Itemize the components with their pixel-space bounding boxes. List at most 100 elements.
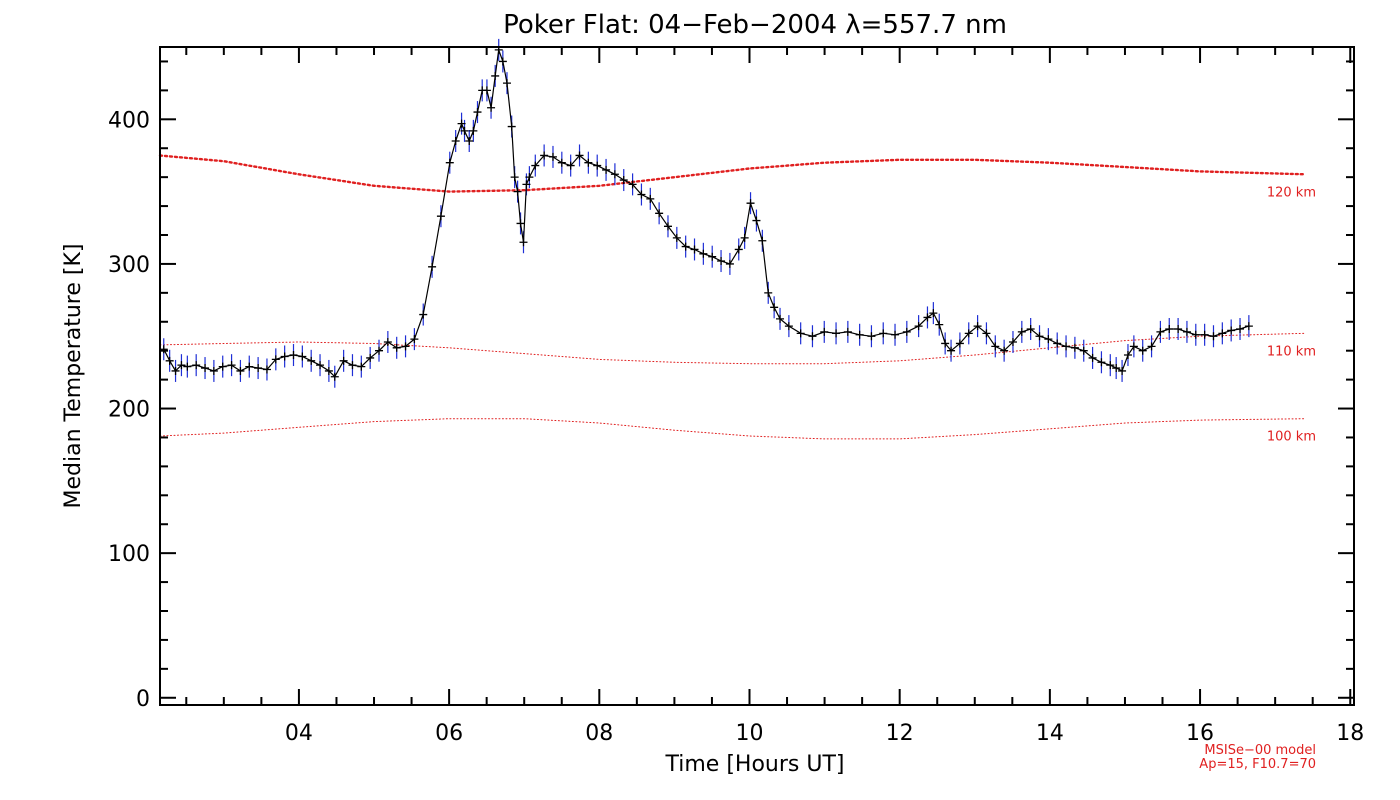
data-point-111 <box>1026 325 1035 333</box>
data-point-30 <box>410 335 419 344</box>
x-tick-label-2: 08 <box>585 721 613 746</box>
data-point-113 <box>1044 335 1053 344</box>
data-point-126 <box>1147 342 1156 351</box>
data-point-91 <box>843 327 852 336</box>
x-tick-label-4: 12 <box>886 721 914 746</box>
data-point-48 <box>507 122 516 131</box>
data-point-63 <box>602 165 611 174</box>
data-point-0 <box>159 345 168 354</box>
data-point-124 <box>1129 342 1138 351</box>
data-point-35 <box>451 137 460 145</box>
x-tick-label-3: 10 <box>735 721 763 746</box>
y-tick-label-3: 300 <box>108 253 150 278</box>
data-point-87 <box>796 329 805 338</box>
data-point-131 <box>1191 330 1200 339</box>
x-tick-label-6: 16 <box>1186 721 1214 746</box>
data-point-51 <box>516 219 525 228</box>
data-point-135 <box>1227 326 1236 335</box>
data-point-114 <box>1053 339 1062 348</box>
data-point-121 <box>1112 364 1121 373</box>
data-point-89 <box>820 327 829 336</box>
data-point-108 <box>1000 346 1009 355</box>
x-tick-label-1: 06 <box>435 721 463 746</box>
data-point-73 <box>690 245 699 254</box>
data-point-83 <box>764 288 773 297</box>
data-point-85 <box>776 314 785 323</box>
data-point-3 <box>177 361 186 370</box>
data-point-16 <box>289 351 298 360</box>
data-point-37 <box>460 126 469 135</box>
data-series <box>159 38 1253 388</box>
data-point-1 <box>165 356 174 365</box>
data-point-125 <box>1138 346 1147 355</box>
model-line-1 <box>159 332 1306 365</box>
data-point-64 <box>610 170 619 179</box>
data-point-34 <box>445 158 454 167</box>
data-point-75 <box>708 252 717 261</box>
data-point-136 <box>1236 325 1245 333</box>
data-point-69 <box>655 209 664 218</box>
y-tick-label-4: 400 <box>108 108 150 133</box>
data-point-24 <box>357 362 366 371</box>
data-point-119 <box>1097 358 1106 367</box>
model-line-label-0: 120 km <box>1267 185 1316 200</box>
data-point-15 <box>280 352 289 361</box>
model-line-0 <box>158 154 1307 193</box>
data-point-11 <box>245 362 254 371</box>
data-point-86 <box>784 322 793 331</box>
data-point-54 <box>525 173 534 182</box>
data-point-14 <box>271 355 280 364</box>
data-point-79 <box>740 233 749 242</box>
y-axis: 0 100 200 300 400 <box>108 60 1354 712</box>
data-point-31 <box>419 310 428 319</box>
data-point-53 <box>522 180 531 189</box>
data-point-132 <box>1200 330 1209 339</box>
data-point-13 <box>262 365 271 374</box>
data-point-39 <box>469 126 478 135</box>
data-point-93 <box>867 332 876 341</box>
data-point-130 <box>1182 327 1191 336</box>
data-point-102 <box>947 346 956 355</box>
data-point-120 <box>1106 361 1115 370</box>
data-point-105 <box>973 322 982 331</box>
data-point-17 <box>298 352 307 361</box>
data-point-109 <box>1008 338 1017 347</box>
data-point-33 <box>436 212 445 221</box>
data-point-98 <box>923 313 932 322</box>
data-point-90 <box>832 329 841 338</box>
data-point-133 <box>1209 332 1218 341</box>
data-point-107 <box>991 342 1000 351</box>
x-tick-label-5: 14 <box>1036 721 1064 746</box>
data-point-82 <box>758 236 767 245</box>
data-point-22 <box>339 356 348 365</box>
data-point-6 <box>201 364 210 373</box>
data-point-96 <box>902 327 911 336</box>
data-point-42 <box>482 86 491 95</box>
data-point-78 <box>734 245 743 254</box>
data-point-60 <box>575 151 584 160</box>
data-point-72 <box>681 242 690 251</box>
x-axis-title: Time [Hours UT] <box>665 752 845 777</box>
model-line-label-2: 100 km <box>1267 430 1316 445</box>
data-point-112 <box>1035 332 1044 341</box>
data-point-74 <box>699 249 708 258</box>
data-point-19 <box>316 361 325 370</box>
data-point-21 <box>330 372 339 381</box>
data-point-101 <box>941 339 950 348</box>
x-axis: 04 06 08 10 12 14 16 18 <box>185 47 1364 746</box>
data-point-36 <box>457 119 466 128</box>
data-point-4 <box>183 362 192 371</box>
data-point-115 <box>1062 342 1071 351</box>
data-point-50 <box>513 187 522 196</box>
chart-title: Poker Flat: 04−Feb−2004 λ=557.7 nm <box>503 10 1007 40</box>
data-point-77 <box>725 259 734 268</box>
data-point-10 <box>236 366 245 375</box>
data-point-76 <box>717 257 726 266</box>
data-point-27 <box>383 338 392 347</box>
data-point-49 <box>510 173 519 182</box>
data-point-122 <box>1118 366 1127 375</box>
data-point-18 <box>307 356 316 365</box>
data-point-123 <box>1123 351 1132 360</box>
data-point-62 <box>593 161 602 170</box>
data-point-28 <box>392 343 401 352</box>
